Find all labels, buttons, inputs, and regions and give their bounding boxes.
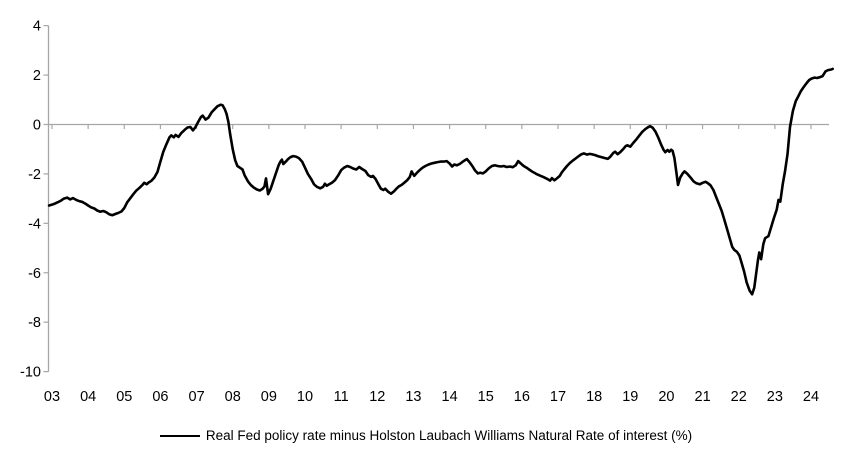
x-tick-label: 12: [369, 389, 385, 405]
y-tick-label: -2: [28, 167, 41, 183]
legend-line-swatch: [159, 434, 200, 437]
y-tick-label: -8: [28, 315, 41, 331]
x-tick-label: 08: [225, 389, 241, 405]
y-tick-label: 4: [33, 19, 41, 35]
y-tick-label: 2: [33, 68, 41, 84]
x-tick-label: 03: [44, 389, 60, 405]
x-tick-label: 13: [405, 389, 421, 405]
y-tick-label: -6: [28, 266, 41, 282]
x-tick-label: 16: [514, 389, 530, 405]
x-tick-label: 18: [586, 389, 602, 405]
x-tick-label: 20: [658, 389, 674, 405]
y-tick-label: 0: [33, 118, 41, 134]
y-tick-label: -10: [20, 365, 41, 381]
x-tick-label: 21: [695, 389, 711, 405]
x-tick-label: 06: [152, 389, 168, 405]
y-tick-label: -4: [28, 216, 41, 232]
x-tick-label: 09: [261, 389, 277, 405]
x-tick-label: 24: [803, 389, 819, 405]
x-tick-label: 19: [622, 389, 638, 405]
legend-label: Real Fed policy rate minus Holston Lauba…: [205, 428, 693, 443]
x-tick-label: 14: [442, 389, 458, 405]
x-tick-label: 23: [767, 389, 783, 405]
x-tick-label: 11: [334, 389, 349, 405]
x-tick-label: 04: [80, 389, 96, 405]
x-tick-label: 15: [478, 389, 494, 405]
chart-legend: Real Fed policy rate minus Holston Lauba…: [0, 428, 852, 443]
x-tick-label: 17: [550, 389, 566, 405]
series-line: [47, 67, 835, 296]
x-tick-label: 22: [731, 389, 747, 405]
x-tick-label: 05: [116, 389, 132, 405]
x-tick-label: 10: [297, 389, 313, 405]
x-tick-label: 07: [189, 389, 205, 405]
